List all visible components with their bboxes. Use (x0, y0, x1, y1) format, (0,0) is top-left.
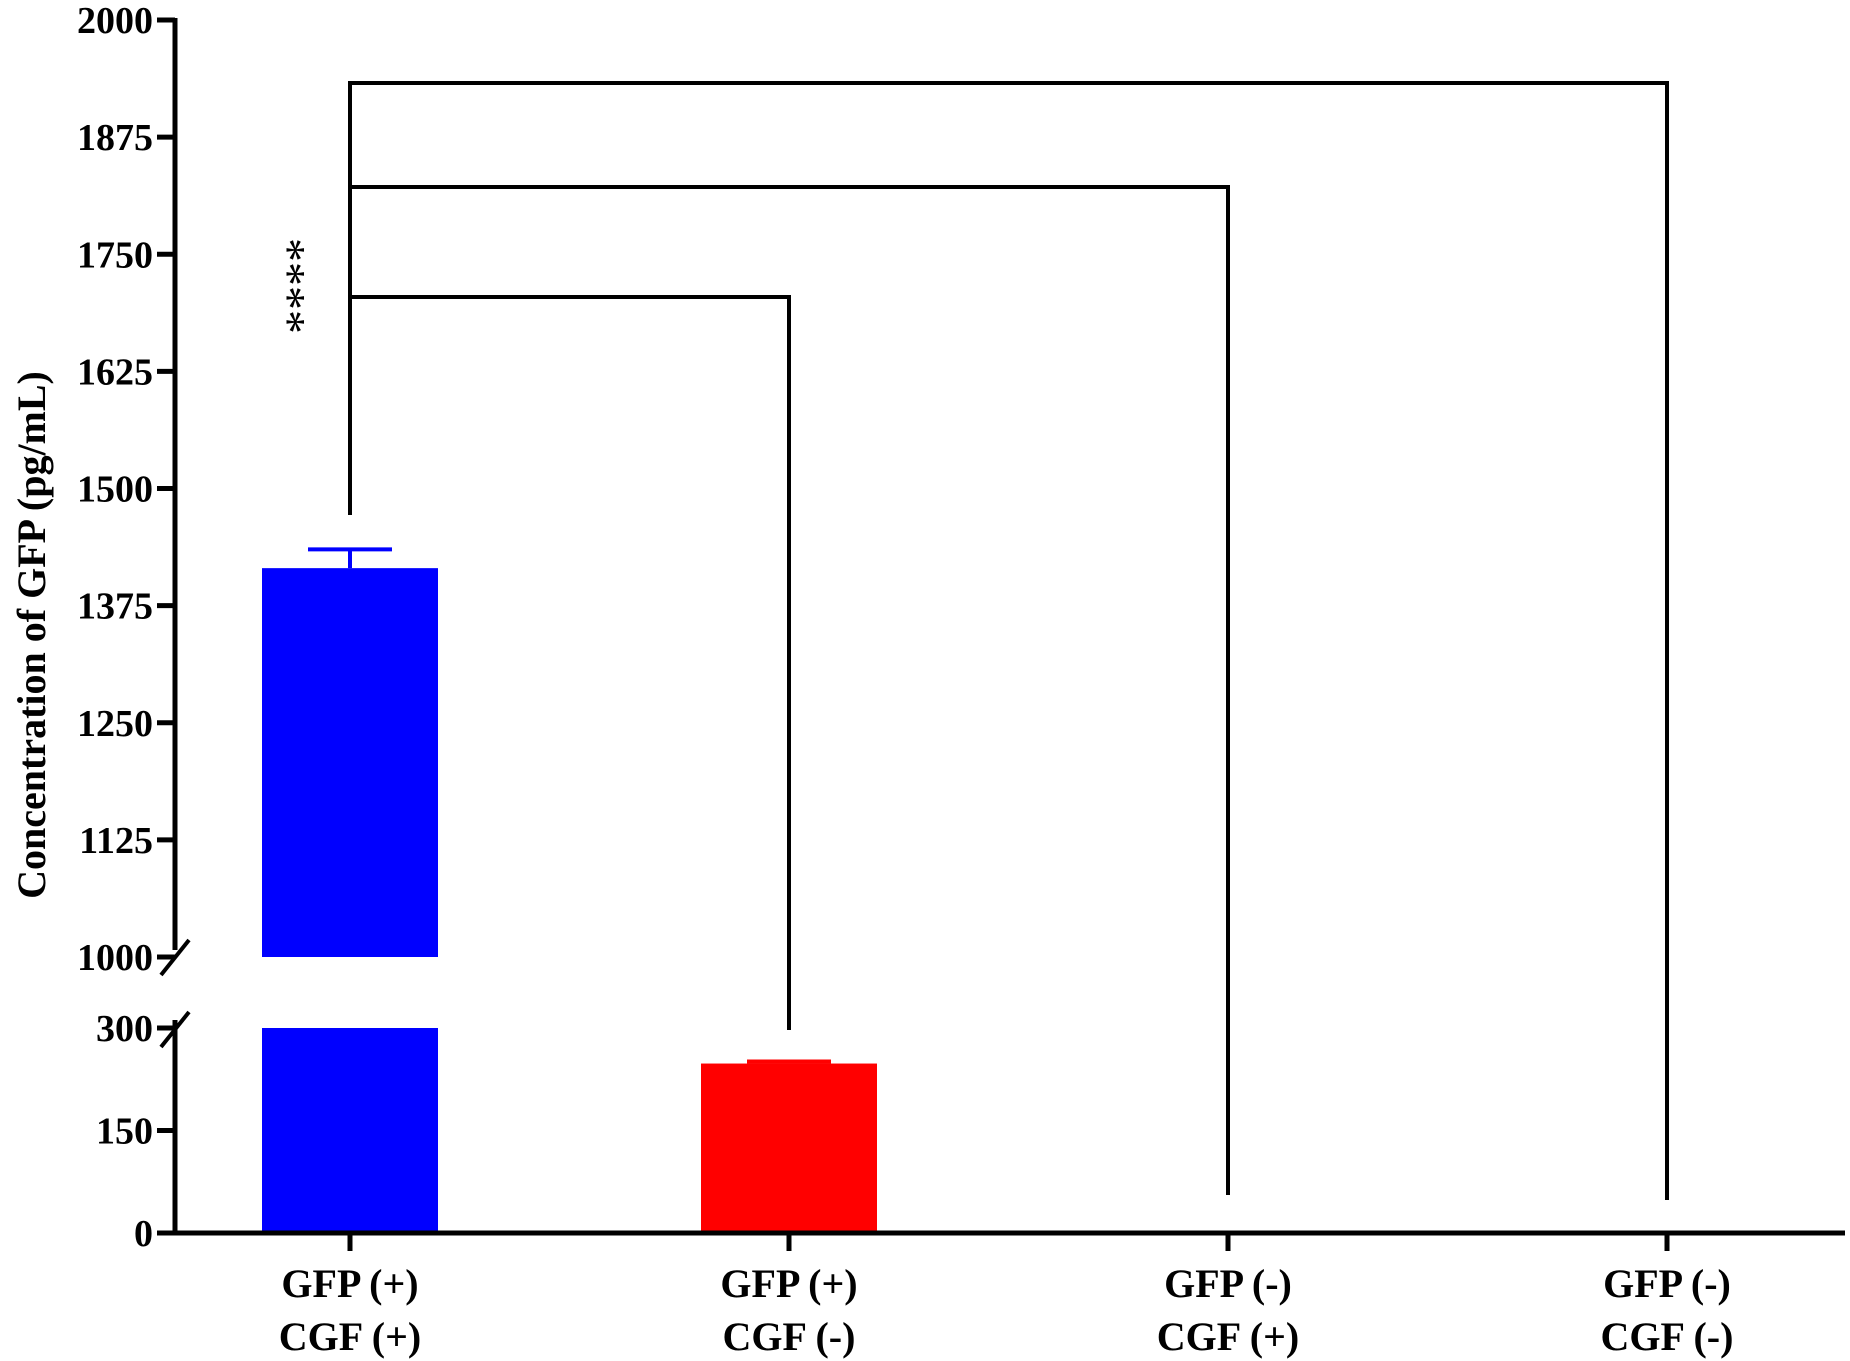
y-tick-upper-0-label: 1000 (77, 937, 153, 979)
comparison-bracket-2 (348, 81, 1669, 1200)
y-tick-lower-0-label: 0 (134, 1213, 153, 1255)
y-tick-upper-1-label: 1125 (79, 820, 153, 862)
y-tick-upper-8-label: 2000 (77, 0, 153, 42)
x-label-2-line1: GFP (-) (1164, 1261, 1292, 1306)
y-tick-upper-2-label: 1250 (77, 703, 153, 745)
x-label-3-line1: GFP (-) (1603, 1261, 1731, 1306)
x-label-1-line1: GFP (+) (720, 1261, 857, 1306)
y-tick-upper-6-label: 1750 (77, 234, 153, 276)
y-axis-title: Concentration of GFP (pg/mL) (9, 371, 54, 899)
y-tick-upper-3-label: 1375 (77, 586, 153, 628)
x-label-3-line2: CGF (-) (1601, 1314, 1734, 1359)
x-label-2-line2: CGF (+) (1157, 1314, 1299, 1359)
y-tick-upper-7-label: 1875 (77, 117, 153, 159)
y-tick-upper-4-label: 1500 (77, 469, 153, 511)
y-tick-lower-2-label: 300 (96, 1008, 153, 1050)
x-label-0-line1: GFP (+) (281, 1261, 418, 1306)
x-label-1-line2: CGF (-) (723, 1314, 856, 1359)
bar-0-upper (262, 568, 438, 957)
x-label-0-line2: CGF (+) (279, 1314, 421, 1359)
bar-0-lower (262, 1028, 438, 1233)
bar-1 (701, 1063, 877, 1233)
significance-label-0: **** (276, 238, 329, 334)
y-tick-lower-1-label: 150 (96, 1111, 153, 1153)
y-tick-upper-5-label: 1625 (77, 351, 153, 393)
